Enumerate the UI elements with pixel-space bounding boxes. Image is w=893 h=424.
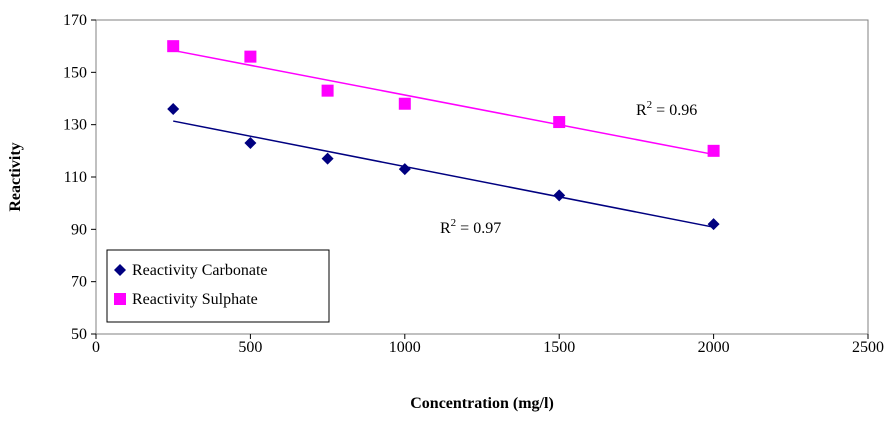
- marker: [114, 293, 126, 305]
- legend-label: Reactivity Sulphate: [132, 291, 258, 308]
- marker: [167, 102, 180, 115]
- trend-label: R2 = 0.97: [440, 217, 501, 237]
- trend-label-sup: 2: [451, 217, 457, 229]
- y-tick-label: 170: [63, 12, 87, 29]
- marker: [398, 97, 411, 110]
- y-tick-label: 130: [63, 117, 87, 134]
- marker: [553, 189, 566, 202]
- trend-label-text: = 0.97: [456, 220, 501, 237]
- marker: [244, 50, 257, 63]
- x-tick-label: 2000: [698, 339, 730, 356]
- legend-label: Reactivity Carbonate: [132, 262, 268, 279]
- marker: [707, 144, 720, 157]
- y-tick-label: 90: [71, 221, 87, 238]
- marker: [321, 84, 334, 97]
- legend-box: [106, 249, 330, 323]
- trend-label: R2 = 0.96: [636, 99, 697, 119]
- marker: [398, 163, 411, 176]
- trend-label-sup: 2: [647, 99, 653, 111]
- trendline: [173, 120, 714, 228]
- y-axis-title: Reactivity: [7, 142, 24, 211]
- marker: [114, 264, 126, 276]
- x-tick-label: 2500: [852, 339, 884, 356]
- x-tick-label: 1500: [543, 339, 575, 356]
- x-tick-label: 1000: [389, 339, 421, 356]
- marker: [553, 116, 566, 129]
- marker: [321, 152, 334, 165]
- trendline: [173, 49, 714, 156]
- x-tick-label: 0: [92, 339, 100, 356]
- trend-label-text: = 0.96: [652, 102, 697, 119]
- x-axis-title: Concentration (mg/l): [410, 395, 554, 412]
- y-tick-label: 50: [71, 326, 87, 343]
- marker: [244, 136, 257, 149]
- y-tick-label: 70: [71, 274, 87, 291]
- trend-label-base: R: [636, 102, 647, 119]
- marker: [167, 40, 180, 53]
- x-tick-label: 500: [238, 339, 262, 356]
- y-tick-label: 110: [64, 169, 87, 186]
- marker: [707, 218, 720, 231]
- trend-label-base: R: [440, 220, 451, 237]
- y-tick-label: 150: [63, 64, 87, 81]
